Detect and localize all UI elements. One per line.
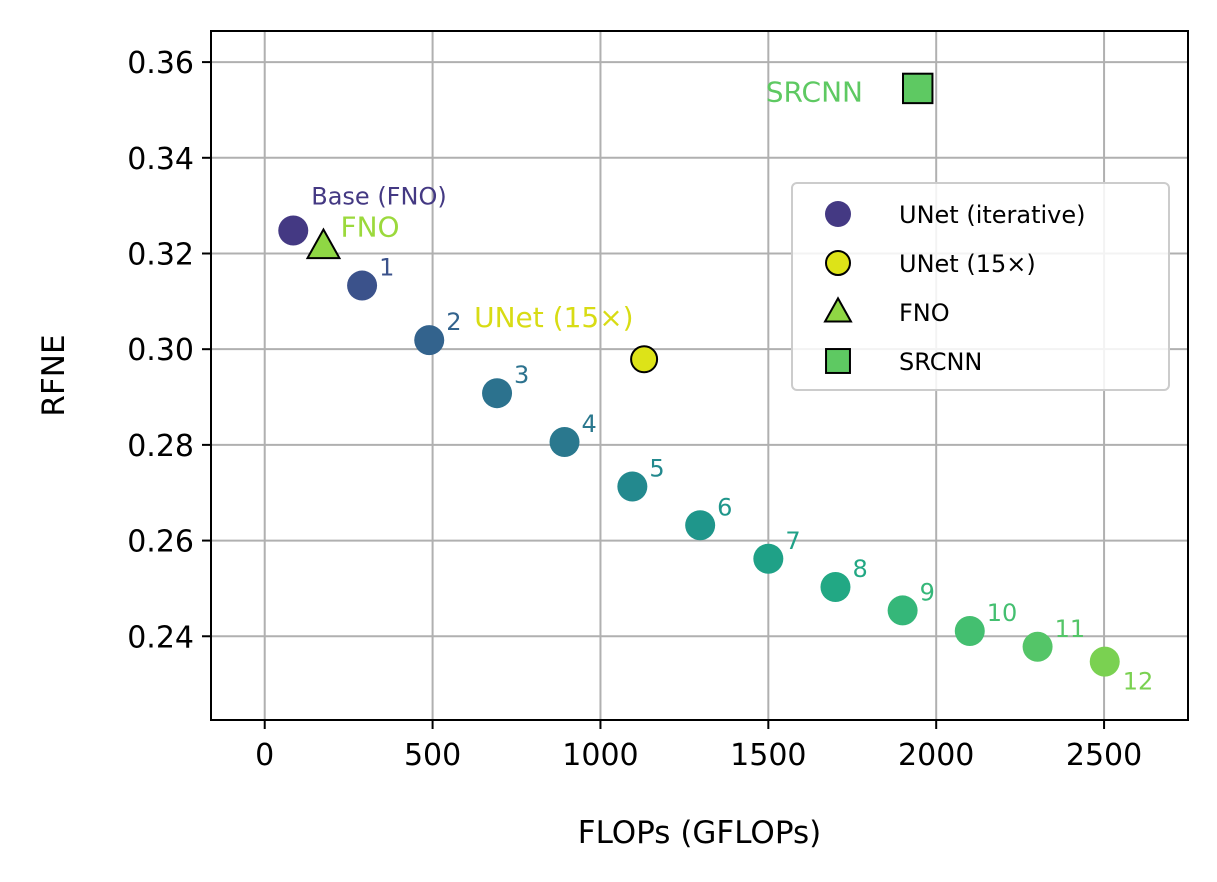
x-tick-label: 2500 — [1066, 738, 1142, 773]
point-label: 5 — [649, 455, 664, 483]
point-label: 11 — [1055, 615, 1086, 643]
point-label: Base (FNO) — [311, 183, 446, 211]
y-tick-label: 0.26 — [127, 525, 194, 560]
point-label: UNet (15×) — [474, 301, 633, 334]
point-label: 6 — [717, 493, 732, 521]
data-point — [305, 227, 342, 260]
data-point — [1089, 646, 1120, 677]
legend-marker — [825, 348, 851, 374]
legend: UNet (iterative) UNet (15×) FNO SRCNN — [791, 182, 1170, 391]
y-tick-label: 0.28 — [127, 429, 194, 464]
legend-label: SRCNN — [899, 348, 982, 376]
point-label: 4 — [582, 410, 597, 438]
x-axis-title: FLOPs (GFLOPs) — [578, 815, 821, 851]
data-point — [347, 270, 378, 301]
legend-marker — [825, 250, 851, 276]
data-point — [902, 72, 934, 105]
point-label: 12 — [1123, 668, 1154, 696]
y-tick-label: 0.36 — [127, 46, 194, 81]
x-tick-label: 0 — [255, 738, 274, 773]
plot-frame — [210, 30, 1189, 721]
point-label: FNO — [340, 210, 399, 243]
point-label: 2 — [446, 308, 461, 336]
y-tick-label: 0.24 — [127, 620, 194, 655]
y-axis: 0.24 0.26 0.28 0.30 0.32 0.34 0.36 — [127, 46, 211, 655]
point-label: 10 — [987, 599, 1018, 627]
legend-label: UNet (iterative) — [899, 201, 1086, 229]
data-point — [414, 325, 445, 356]
legend-label: FNO — [899, 299, 950, 327]
data-point — [549, 427, 580, 458]
data-point — [887, 595, 918, 626]
x-tick-label: 2000 — [898, 738, 974, 773]
data-point — [685, 510, 716, 541]
point-label: 9 — [920, 578, 935, 606]
data-point — [482, 378, 513, 409]
x-tick-label: 1500 — [730, 738, 806, 773]
data-point — [954, 616, 985, 647]
legend-marker — [823, 296, 853, 323]
y-tick-label: 0.34 — [127, 142, 194, 177]
data-point — [617, 471, 648, 502]
point-label: SRCNN — [766, 75, 863, 108]
legend-marker — [825, 201, 851, 227]
point-label: 7 — [785, 527, 800, 555]
data-point — [820, 571, 851, 602]
data-point — [278, 215, 309, 246]
x-axis: 0 500 1000 1500 2000 2500 — [255, 720, 1142, 773]
data-point — [630, 345, 659, 374]
point-label: 1 — [379, 254, 394, 282]
x-tick-label: 1000 — [562, 738, 638, 773]
data-points — [278, 72, 1120, 677]
x-tick-label: 500 — [404, 738, 461, 773]
data-point — [753, 543, 784, 574]
y-axis-title: RFNE — [36, 334, 72, 416]
point-label: 3 — [514, 361, 529, 389]
legend-box — [791, 182, 1170, 391]
y-tick-label: 0.30 — [127, 333, 194, 368]
legend-label: UNet (15×) — [899, 250, 1036, 278]
data-point — [1022, 631, 1053, 662]
point-label: 8 — [852, 555, 867, 583]
y-tick-label: 0.32 — [127, 237, 194, 272]
